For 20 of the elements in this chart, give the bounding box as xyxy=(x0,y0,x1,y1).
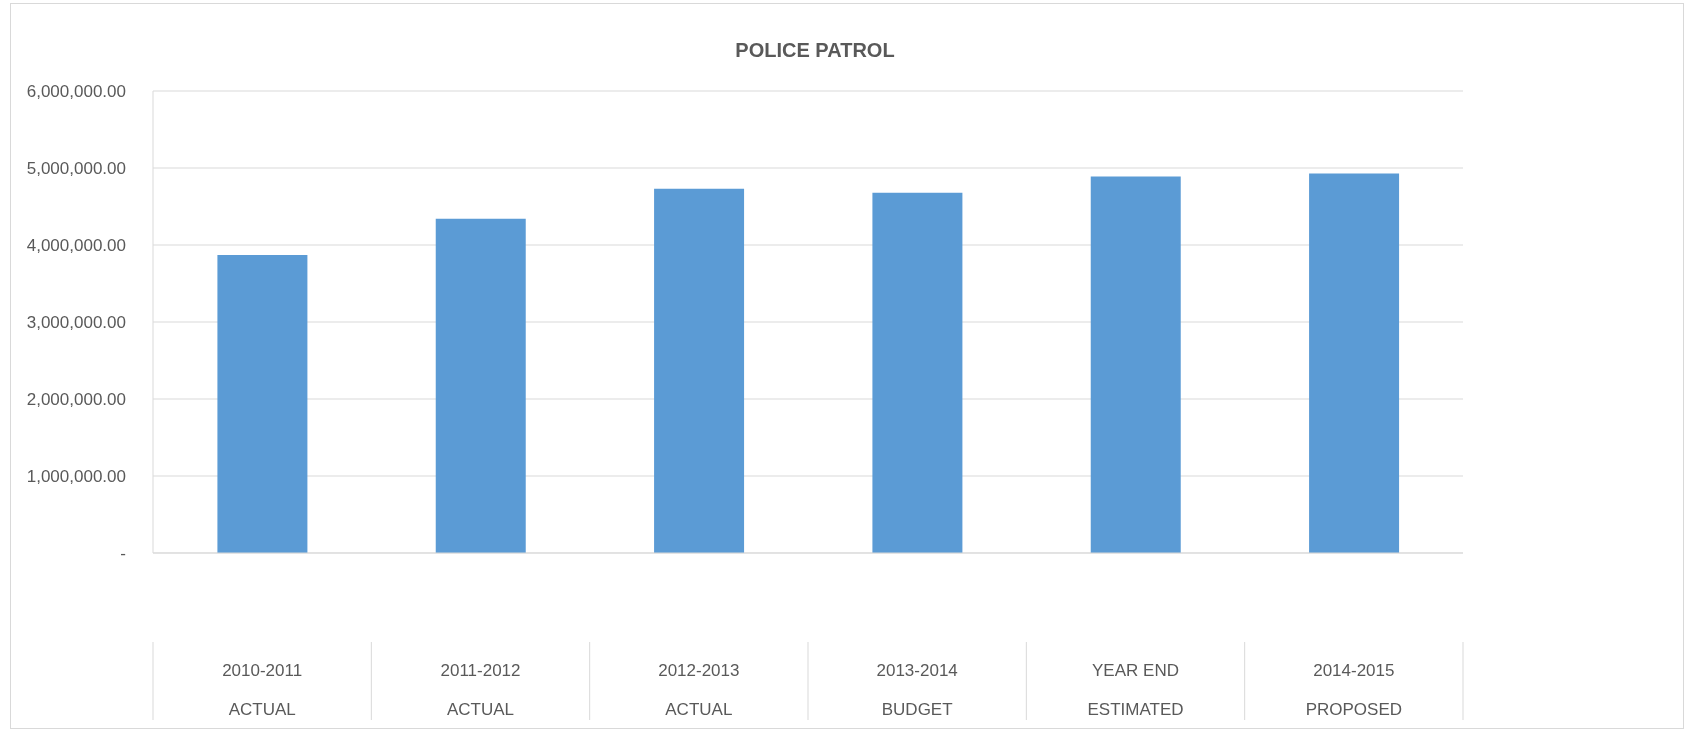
bar xyxy=(654,188,745,553)
y-tick-label: 3,000,000.00 xyxy=(26,313,126,333)
x-tick-label: 2013-2014 BUDGET xyxy=(876,660,958,719)
y-tick-label: 6,000,000.00 xyxy=(26,82,126,102)
bar xyxy=(1090,176,1181,553)
x-tick-label: 2014-2015 PROPOSED xyxy=(1305,660,1403,719)
y-tick-label: 2,000,000.00 xyxy=(26,390,126,410)
bar xyxy=(872,192,963,553)
bar xyxy=(435,218,526,553)
x-tick-label: 2011-2012 ACTUAL xyxy=(440,660,521,719)
chart-title: POLICE PATROL xyxy=(735,39,895,61)
y-tick-label: 1,000,000.00 xyxy=(26,467,126,487)
y-tick-label: 5,000,000.00 xyxy=(26,159,126,179)
bar xyxy=(217,255,308,553)
x-tick-label: 2010-2011 ACTUAL xyxy=(222,660,303,719)
y-tick-label: 4,000,000.00 xyxy=(26,236,126,256)
y-tick-label: - xyxy=(120,544,126,564)
bar xyxy=(1309,173,1400,553)
x-tick-label: YEAR END ESTIMATED xyxy=(1087,660,1184,719)
x-tick-label: 2012-2013 ACTUAL xyxy=(658,660,740,719)
